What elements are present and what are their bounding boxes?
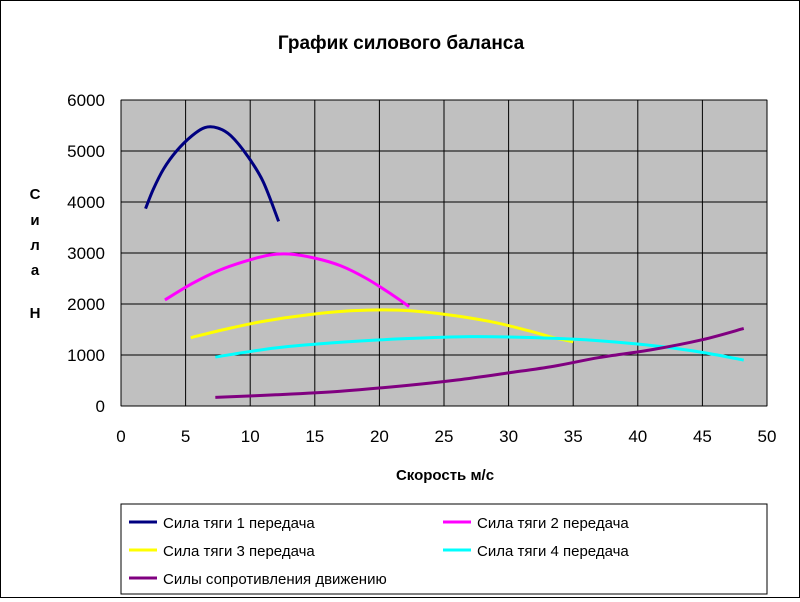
x-tick-label: 15 xyxy=(305,427,324,446)
legend-label-2: Сила тяги 2 передача xyxy=(477,515,629,532)
legend-entries: Сила тяги 1 передача Сила тяги 2 передача… xyxy=(129,515,629,588)
series-line-2 xyxy=(164,252,410,308)
series-line-3 xyxy=(190,308,574,344)
x-tick-label: 20 xyxy=(370,427,389,446)
x-tick-label: 25 xyxy=(435,427,454,446)
series-line-5 xyxy=(215,327,745,399)
y-tick-label: 2000 xyxy=(67,295,105,314)
x-tick-label: 35 xyxy=(564,427,583,446)
y-tick-label: 0 xyxy=(96,397,105,416)
legend-label-5: Силы сопротивления движению xyxy=(163,571,387,588)
x-tick-label: 10 xyxy=(241,427,260,446)
y-axis-title: Сила Н xyxy=(30,186,41,322)
y-axis-title-char: и xyxy=(30,212,39,229)
y-axis-title-char: л xyxy=(30,237,40,254)
y-tick-label: 1000 xyxy=(67,346,105,365)
x-tick-label: 0 xyxy=(116,427,125,446)
chart-title: График силового баланса xyxy=(278,33,525,54)
x-tick-label: 45 xyxy=(693,427,712,446)
x-axis-title: Скорость м/с xyxy=(396,467,494,484)
x-tick-label: 5 xyxy=(181,427,190,446)
x-tick-label: 30 xyxy=(499,427,518,446)
series-line-4 xyxy=(215,335,745,362)
y-axis-title-char: Н xyxy=(30,305,41,322)
series-line-1 xyxy=(144,125,281,222)
y-tick-label: 4000 xyxy=(67,193,105,212)
legend-label-1: Сила тяги 1 передача xyxy=(163,515,315,532)
y-tick-label: 5000 xyxy=(67,142,105,161)
y-axis-title-char: а xyxy=(31,262,40,279)
legend-label-4: Сила тяги 4 передача xyxy=(477,543,629,560)
y-axis-title-char: С xyxy=(30,186,41,203)
x-tick-label: 40 xyxy=(628,427,647,446)
legend-label-3: Сила тяги 3 передача xyxy=(163,543,315,560)
y-tick-label: 6000 xyxy=(67,91,105,110)
y-tick-label: 3000 xyxy=(67,244,105,263)
tick-labels: 0 5 10 15 20 25 30 35 40 45 50 0 1000 2000 3000 4000 500… xyxy=(67,91,776,446)
series-lines xyxy=(144,125,745,399)
x-tick-label: 50 xyxy=(758,427,777,446)
